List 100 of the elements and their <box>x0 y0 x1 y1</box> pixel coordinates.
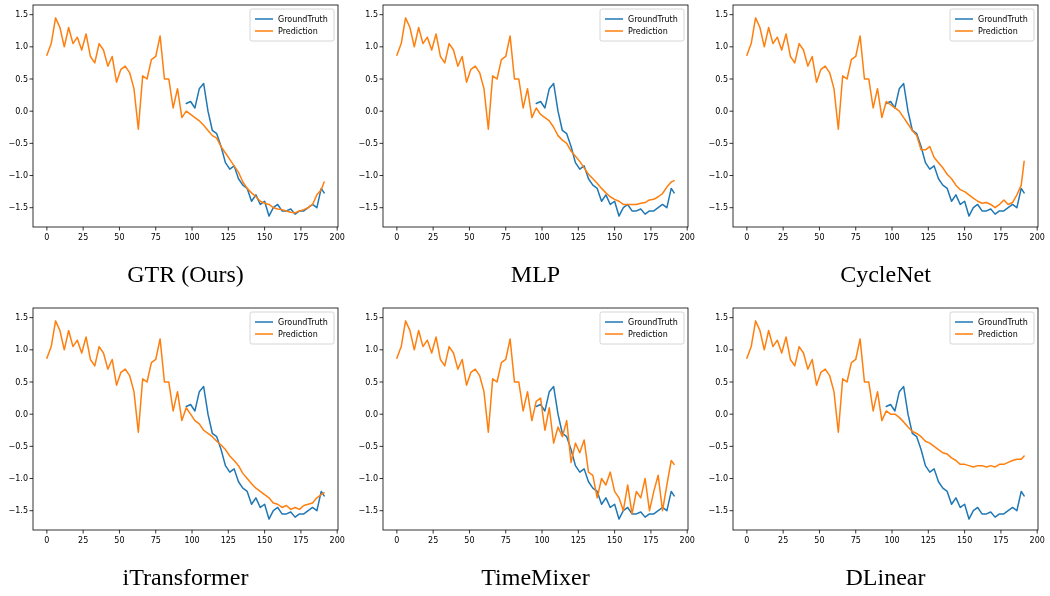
x-tick-label: 125 <box>570 233 586 242</box>
y-tick-label: −0.5 <box>8 441 28 451</box>
y-tick-label: 0.5 <box>15 74 28 84</box>
x-tick-label: 200 <box>1029 233 1045 242</box>
y-tick-label: −1.0 <box>8 474 28 484</box>
line-series <box>746 17 1025 209</box>
y-tick-label: −0.5 <box>358 138 378 148</box>
x-tick-label: 50 <box>814 233 825 242</box>
x-tick-label: 75 <box>150 536 161 545</box>
y-tick-label: −1.0 <box>358 171 378 181</box>
y-tick-label: 1.0 <box>15 42 28 52</box>
x-tick-label: 175 <box>293 536 309 545</box>
x-tick-label: 25 <box>78 536 89 545</box>
x-tick-label: 200 <box>1029 536 1045 545</box>
line-series <box>46 17 325 214</box>
legend-label: Prediction <box>278 329 318 339</box>
x-tick-label: 50 <box>114 536 125 545</box>
x-tick-label: 125 <box>920 233 936 242</box>
x-tick-label: 75 <box>500 536 511 545</box>
line-series <box>885 82 1025 217</box>
y-tick-label: 1.5 <box>715 10 728 20</box>
x-tick-label: 75 <box>850 233 861 242</box>
y-tick-label: −1.0 <box>708 171 728 181</box>
y-tick-label: −1.5 <box>708 506 728 516</box>
x-tick-label: 200 <box>329 536 345 545</box>
line-series <box>46 320 325 511</box>
text: CycleNet <box>840 261 932 287</box>
y-tick-label: −1.5 <box>358 506 378 516</box>
y-tick-label: 0.0 <box>365 106 378 116</box>
y-tick-label: −0.5 <box>708 441 728 451</box>
legend-label: GroundTruth <box>278 14 328 24</box>
text: TimeMixer <box>481 564 590 590</box>
y-tick-label: 1.5 <box>715 313 728 323</box>
y-tick-label: 1.5 <box>15 10 28 20</box>
y-tick-label: 1.5 <box>365 10 378 20</box>
y-tick-label: 0.5 <box>365 74 378 84</box>
x-tick-label: 0 <box>744 536 750 545</box>
x-tick-label: 0 <box>744 233 750 242</box>
x-tick-label: 150 <box>256 536 273 545</box>
legend-label: Prediction <box>628 329 668 339</box>
x-tick-label: 150 <box>256 233 273 242</box>
y-tick-label: −1.5 <box>708 203 728 213</box>
y-tick-label: −1.5 <box>358 203 378 213</box>
x-tick-label: 75 <box>850 536 861 545</box>
x-tick-label: 150 <box>956 233 973 242</box>
x-tick-label: 25 <box>78 233 89 242</box>
line-series <box>185 385 325 520</box>
y-tick-label: 1.0 <box>715 345 728 355</box>
line-series <box>396 320 675 515</box>
y-tick-label: −0.5 <box>8 138 28 148</box>
x-tick-label: 200 <box>329 233 345 242</box>
text: GTR (Ours) <box>127 261 244 287</box>
x-tick-label: 100 <box>884 536 900 545</box>
y-tick-label: 0.0 <box>15 106 28 116</box>
line-series <box>396 17 675 206</box>
x-tick-label: 175 <box>993 536 1009 545</box>
x-tick-label: 200 <box>679 536 695 545</box>
x-tick-label: 25 <box>778 536 789 545</box>
y-tick-label: −1.5 <box>8 506 28 516</box>
line-series <box>535 82 675 217</box>
y-tick-label: 0.5 <box>365 377 378 387</box>
legend-label: GroundTruth <box>628 14 678 24</box>
y-tick-label: −1.0 <box>358 474 378 484</box>
y-tick-label: 1.0 <box>365 42 378 52</box>
text: DLinear <box>845 564 926 590</box>
x-tick-label: 0 <box>44 536 50 545</box>
line-series <box>746 320 1025 468</box>
x-tick-label: 175 <box>993 233 1009 242</box>
x-tick-label: 50 <box>814 536 825 545</box>
line-series <box>885 385 1025 520</box>
line-series <box>535 385 675 520</box>
x-tick-label: 25 <box>428 233 439 242</box>
y-tick-label: 1.0 <box>365 345 378 355</box>
x-tick-label: 50 <box>114 233 125 242</box>
y-tick-label: −1.0 <box>8 171 28 181</box>
y-tick-label: 0.0 <box>715 409 728 419</box>
y-tick-label: 0.0 <box>15 409 28 419</box>
y-tick-label: 0.0 <box>715 106 728 116</box>
legend-label: Prediction <box>628 26 668 36</box>
x-tick-label: 25 <box>428 536 439 545</box>
x-tick-label: 100 <box>534 233 550 242</box>
y-tick-label: −1.5 <box>8 203 28 213</box>
x-tick-label: 50 <box>464 536 475 545</box>
y-tick-label: −1.0 <box>708 474 728 484</box>
x-tick-label: 100 <box>184 233 200 242</box>
text: iTransformer <box>122 564 249 590</box>
x-tick-label: 175 <box>293 233 309 242</box>
legend-label: GroundTruth <box>628 317 678 327</box>
text: MLP <box>510 261 561 287</box>
legend-label: Prediction <box>278 26 318 36</box>
x-tick-label: 100 <box>184 536 200 545</box>
x-tick-label: 200 <box>679 233 695 242</box>
x-tick-label: 100 <box>534 536 550 545</box>
x-tick-label: 175 <box>643 536 659 545</box>
y-tick-label: −0.5 <box>358 441 378 451</box>
x-tick-label: 0 <box>394 536 400 545</box>
y-tick-label: −0.5 <box>708 138 728 148</box>
x-tick-label: 100 <box>884 233 900 242</box>
y-tick-label: 1.5 <box>15 313 28 323</box>
x-tick-label: 0 <box>394 233 400 242</box>
